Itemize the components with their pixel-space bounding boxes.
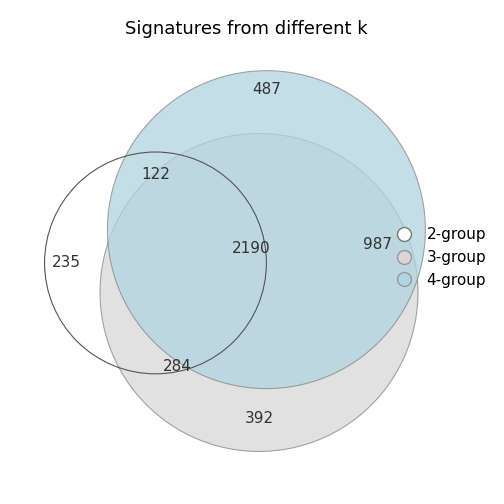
- Text: 392: 392: [244, 411, 274, 426]
- Title: Signatures from different k: Signatures from different k: [125, 20, 367, 38]
- Text: 987: 987: [363, 237, 392, 252]
- Circle shape: [107, 71, 425, 389]
- Circle shape: [100, 134, 418, 452]
- Text: 235: 235: [52, 256, 81, 271]
- Legend: 2-group, 3-group, 4-group: 2-group, 3-group, 4-group: [383, 221, 492, 294]
- Text: 487: 487: [252, 82, 281, 97]
- Text: 122: 122: [141, 167, 170, 182]
- Text: 2190: 2190: [232, 240, 271, 256]
- Text: 284: 284: [163, 359, 192, 374]
